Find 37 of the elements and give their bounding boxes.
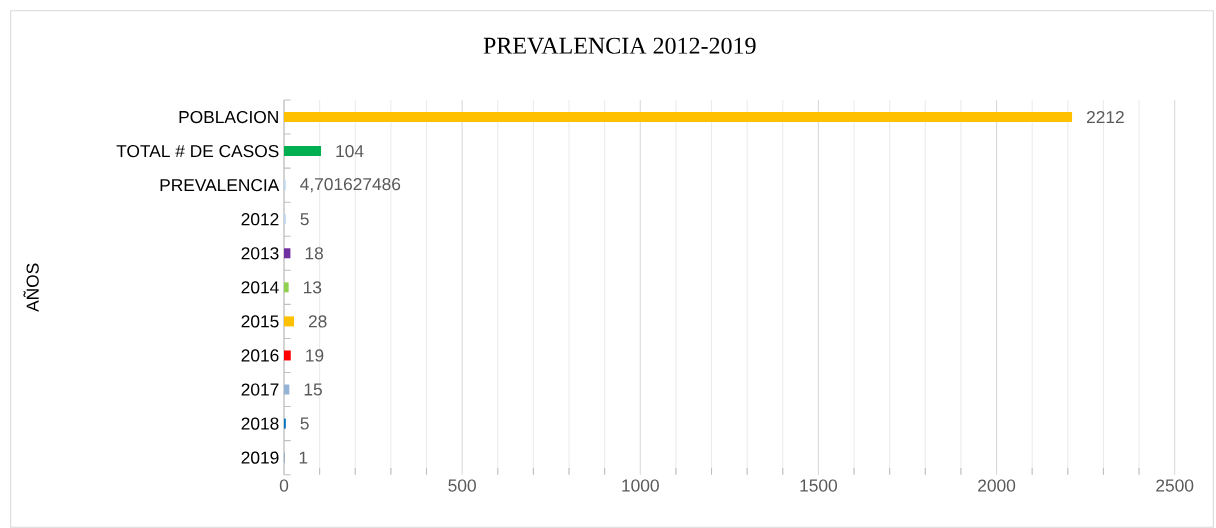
bar bbox=[284, 112, 1073, 123]
data-label: 4,701627486 bbox=[300, 177, 401, 193]
y-tick-label: 2012 bbox=[241, 213, 279, 226]
chart-title: PREVALENCIA 2012-2019 bbox=[483, 37, 756, 54]
y-tick-label: 2014 bbox=[241, 281, 279, 294]
bar bbox=[284, 316, 294, 327]
y-tick-label: 2018 bbox=[241, 417, 279, 430]
bar bbox=[284, 282, 289, 293]
y-tick-label: 2013 bbox=[241, 247, 279, 260]
x-tick-label: 2500 bbox=[1156, 479, 1194, 492]
data-label: 2212 bbox=[1087, 110, 1124, 124]
y-tick-label: 2019 bbox=[241, 451, 279, 464]
data-label: 104 bbox=[336, 144, 364, 158]
x-tick-label: 0 bbox=[279, 479, 289, 492]
data-label: 18 bbox=[305, 247, 323, 260]
y-tick-label: 2017 bbox=[241, 383, 279, 396]
x-tick-label: 1000 bbox=[622, 479, 659, 492]
y-tick-label: 2016 bbox=[241, 349, 279, 362]
bar bbox=[284, 350, 291, 361]
bar bbox=[284, 248, 291, 259]
x-tick-label: 500 bbox=[448, 479, 476, 492]
y-tick-label: PREVALENCIA bbox=[160, 179, 280, 192]
y-tick-label: TOTAL # DE CASOS bbox=[116, 144, 279, 158]
x-tick-label: 1500 bbox=[800, 479, 838, 492]
data-label: 19 bbox=[306, 349, 324, 362]
x-tick-label: 2000 bbox=[978, 479, 1016, 492]
data-label: 1 bbox=[299, 451, 308, 464]
bar bbox=[284, 146, 322, 157]
data-label: 5 bbox=[300, 213, 309, 226]
y-axis-title: AÑOS bbox=[23, 263, 39, 312]
y-tick-label: 2015 bbox=[241, 315, 279, 328]
bar bbox=[284, 384, 290, 395]
data-label: 13 bbox=[303, 281, 322, 294]
y-tick-label: POBLACION bbox=[179, 110, 278, 124]
data-label: 28 bbox=[308, 315, 327, 328]
data-label: 5 bbox=[300, 417, 309, 430]
data-label: 15 bbox=[304, 383, 322, 396]
